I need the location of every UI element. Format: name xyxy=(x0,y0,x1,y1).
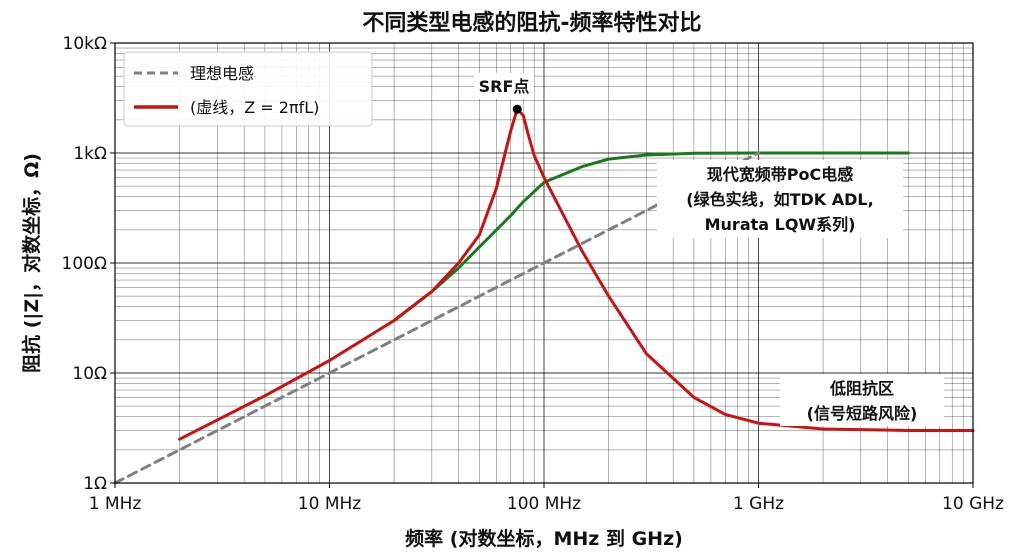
srf-label: SRF点 xyxy=(479,77,530,96)
y-tick-label: 10kΩ xyxy=(63,34,107,54)
poc-label-line-1: 现代宽频带PoC电感 xyxy=(707,165,853,184)
series-layer xyxy=(113,107,975,485)
x-tick-label: 100 MHz xyxy=(507,494,581,514)
srf-annotation: SRF点 xyxy=(474,73,534,114)
y-tick-label: 100Ω xyxy=(62,254,107,274)
low-z-label-line-1: 低阻抗区 xyxy=(829,379,894,398)
real-inductor-line xyxy=(178,107,975,441)
poc-label-line-3: Murata LQW系列) xyxy=(705,215,856,234)
y-axis-label: 阻抗 (|Z|，对数坐标，Ω) xyxy=(20,153,43,373)
srf-label-bg xyxy=(474,73,534,99)
x-tick-label: 10 MHz xyxy=(298,494,361,514)
poc-label-bg xyxy=(657,160,903,238)
legend-box xyxy=(123,51,373,127)
low-impedance-annotation: 低阻抗区 (信号短路风险) xyxy=(780,374,944,426)
y-tick-label: 1Ω xyxy=(83,474,107,494)
x-tick-label: 10 GHz xyxy=(942,494,1004,514)
poc-label-line-2: (绿色实线，如TDK ADL, xyxy=(686,190,873,209)
srf-point xyxy=(512,104,522,114)
low-z-label-line-2: (信号短路风险) xyxy=(807,404,918,423)
poc-annotation: 现代宽频带PoC电感 (绿色实线，如TDK ADL, Murata LQW系列) xyxy=(657,160,903,238)
chart-title: 不同类型电感的阻抗-频率特性对比 xyxy=(362,10,701,36)
y-tick-label: 1kΩ xyxy=(73,144,107,164)
legend-real-label: (虚线，Z = 2πfL) xyxy=(190,98,319,117)
low-z-label-bg xyxy=(780,374,944,426)
legend: 理想电感 (虚线，Z = 2πfL) xyxy=(123,51,373,127)
tick-labels: 1 MHz 10 MHz 100 MHz 1 GHz 10 GHz 1Ω 10Ω 100Ω 1k… xyxy=(62,34,1004,514)
poc-inductor-line xyxy=(392,151,910,322)
x-tick-label: 1 MHz xyxy=(89,494,142,514)
x-axis-label: 频率 (对数坐标，MHz 到 GHz) xyxy=(405,527,683,550)
legend-ideal-label: 理想电感 xyxy=(190,64,254,83)
y-tick-label: 10Ω xyxy=(72,364,107,384)
ideal-inductor-line xyxy=(113,151,760,485)
x-tick-label: 1 GHz xyxy=(733,494,784,514)
